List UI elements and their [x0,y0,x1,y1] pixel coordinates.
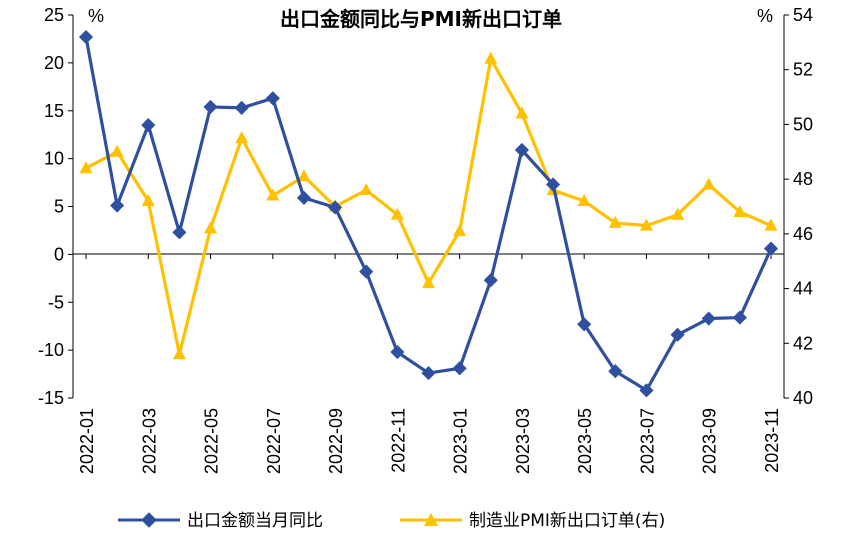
x-tick-label: 2023-09 [700,408,720,474]
legend-label-pmi: 制造业PMI新出口订单(右) [469,511,665,531]
left-tick-label: 5 [54,197,64,217]
right-axis-ticks: 54 52 50 48 46 44 42 40 [784,5,813,408]
right-tick-label: 48 [793,169,813,189]
data-point [266,188,280,201]
data-point [141,194,155,207]
data-point [234,100,249,115]
x-tick-label: 2023-03 [513,408,533,474]
data-point [639,218,653,231]
data-point [515,106,529,119]
legend-marker-export [141,512,157,528]
series-pmi-new-export-orders [79,51,778,360]
data-point [297,169,311,182]
data-point [453,224,467,237]
x-tick-label: 2023-11 [762,408,782,473]
right-tick-label: 54 [793,5,813,25]
left-tick-label: 20 [44,53,64,73]
left-axis-ticks: 25 20 15 10 5 0 -5 -10 -15 [38,5,73,408]
data-point [483,273,498,288]
right-tick-label: 52 [793,60,813,80]
left-axis-unit: % [88,6,104,26]
data-point [764,218,778,231]
data-point [390,344,405,360]
data-point [110,144,124,157]
legend-label-export: 出口金额当月同比 [187,511,323,531]
x-tick-label: 2022-03 [139,408,159,474]
x-tick-label: 2023-07 [637,408,657,474]
data-point [265,91,280,106]
data-point [763,241,779,256]
data-point [608,215,622,228]
data-point [421,366,436,381]
x-tick-label: 2022-05 [202,408,222,474]
data-point [204,221,218,234]
legend: 出口金额当月同比 制造业PMI新出口订单(右) [118,511,665,531]
data-point [141,118,156,133]
chart-title: 出口金额同比与PMI新出口订单 [280,7,562,31]
x-tick-label: 2022-07 [264,408,284,474]
data-point [670,327,685,342]
data-point [203,99,218,114]
data-point [733,204,747,217]
x-axis-ticks: 2022-01 2022-03 2022-05 2022-07 2022-09 2022-… [77,254,782,474]
data-point [701,311,716,326]
data-point [484,51,498,64]
left-tick-label: 15 [44,101,64,121]
right-axis-unit: % [757,6,773,26]
data-point [78,29,94,45]
left-tick-label: 10 [44,149,64,169]
x-tick-label: 2023-05 [575,408,595,474]
series-line [84,36,773,392]
data-point [172,225,187,240]
right-tick-label: 50 [793,114,813,134]
data-point [79,161,93,174]
data-point [732,310,747,325]
data-point [452,361,467,376]
data-point [359,264,374,279]
data-point [235,131,249,144]
data-point [577,194,591,207]
data-point [577,317,592,332]
right-tick-label: 46 [793,224,813,244]
data-point [110,198,125,213]
left-tick-label: 25 [44,5,64,25]
data-point [172,347,186,360]
x-tick-label: 2023-01 [451,408,471,474]
data-point [328,200,343,215]
data-point [608,364,623,379]
left-tick-label: 0 [54,244,64,264]
right-tick-label: 44 [793,279,813,299]
data-point [422,276,435,289]
left-tick-label: -15 [38,388,64,408]
legend-marker-pmi [424,513,438,526]
x-tick-label: 2022-01 [77,408,97,474]
data-point [514,142,529,158]
data-point [545,177,561,192]
data-point [296,190,312,205]
data-point [359,183,373,196]
data-point [671,207,685,220]
right-tick-label: 42 [793,333,813,353]
left-tick-label: -5 [48,292,64,312]
left-tick-label: -10 [38,340,64,360]
data-point [639,383,654,398]
series-line [85,57,772,356]
x-tick-label: 2022-11 [388,408,408,473]
x-tick-label: 2022-09 [326,408,346,474]
right-tick-label: 40 [793,388,813,408]
data-point [702,177,716,190]
data-point [390,207,404,220]
